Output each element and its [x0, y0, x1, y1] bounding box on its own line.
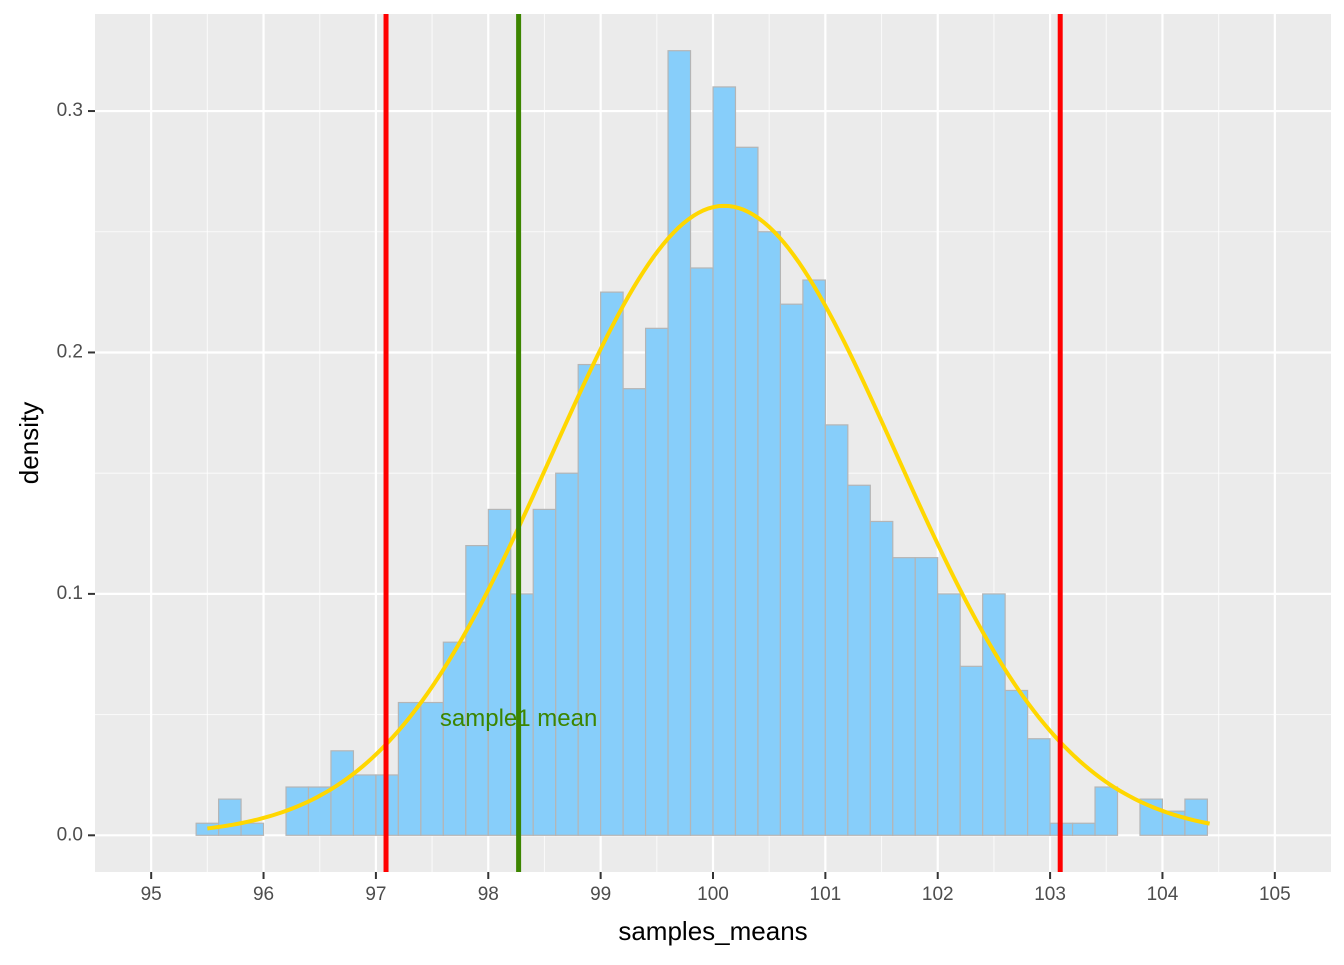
histogram-bar	[1094, 786, 1119, 836]
x-tick-label: 99	[590, 884, 611, 905]
y-tick-label: 0.0	[57, 824, 83, 845]
histogram-bar	[712, 86, 737, 836]
x-tick-label: 98	[478, 884, 499, 905]
histogram-bar	[734, 146, 759, 836]
histogram-bar	[1004, 689, 1029, 836]
histogram-bar	[982, 593, 1006, 836]
histogram-bars	[195, 50, 1208, 836]
histogram-bar	[622, 388, 647, 836]
histogram-bar	[555, 472, 579, 836]
x-tick-label: 96	[253, 884, 274, 905]
histogram-bar	[487, 508, 512, 836]
histogram-bar	[577, 363, 602, 836]
y-tick-label: 0.1	[57, 583, 83, 604]
histogram-bar	[218, 798, 242, 836]
histogram-bar	[959, 665, 984, 836]
histogram-bar	[892, 557, 916, 836]
x-axis: 95 96 97 98 99 100 101 102 103 104 105	[141, 872, 1291, 905]
y-tick-label: 0.2	[57, 341, 83, 362]
histogram-bar	[442, 641, 467, 836]
histogram-bar	[869, 520, 894, 836]
histogram-bar	[667, 50, 692, 836]
histogram-bar	[330, 750, 355, 836]
x-tick-label: 97	[365, 884, 386, 905]
histogram-bar	[1027, 738, 1051, 836]
x-tick-label: 103	[1034, 884, 1066, 905]
histogram-bar	[937, 593, 961, 836]
x-tick-label: 105	[1259, 884, 1291, 905]
y-tick-label: 0.3	[57, 100, 83, 121]
x-axis-title: samples_means	[618, 916, 807, 946]
histogram-bar	[914, 557, 939, 836]
histogram-bar	[532, 508, 557, 836]
histogram-bar	[757, 231, 782, 836]
x-tick-label: 102	[922, 884, 954, 905]
histogram-bar	[465, 545, 489, 836]
x-tick-label: 95	[141, 884, 162, 905]
histogram-bar	[644, 327, 669, 836]
vertical-lines	[383, 14, 1063, 872]
histogram-bar	[847, 484, 871, 836]
x-tick-label: 101	[810, 884, 842, 905]
histogram-bar	[352, 774, 377, 836]
histogram-bar	[600, 291, 624, 836]
histogram-bar	[397, 701, 422, 836]
histogram-bar	[689, 267, 714, 836]
histogram-bar	[779, 303, 804, 836]
histogram-bar	[824, 424, 849, 836]
histogram-bar	[1071, 822, 1096, 836]
y-axis: 0.0 0.1 0.2 0.3	[57, 100, 95, 845]
histogram-bar	[240, 822, 265, 836]
x-tick-label: 104	[1147, 884, 1179, 905]
histogram-bar	[802, 279, 826, 836]
density-curve	[207, 203, 1211, 831]
y-axis-title: density	[14, 402, 44, 484]
x-tick-label: 100	[697, 884, 729, 905]
sample-mean-annotation: sample1 mean	[440, 705, 597, 732]
